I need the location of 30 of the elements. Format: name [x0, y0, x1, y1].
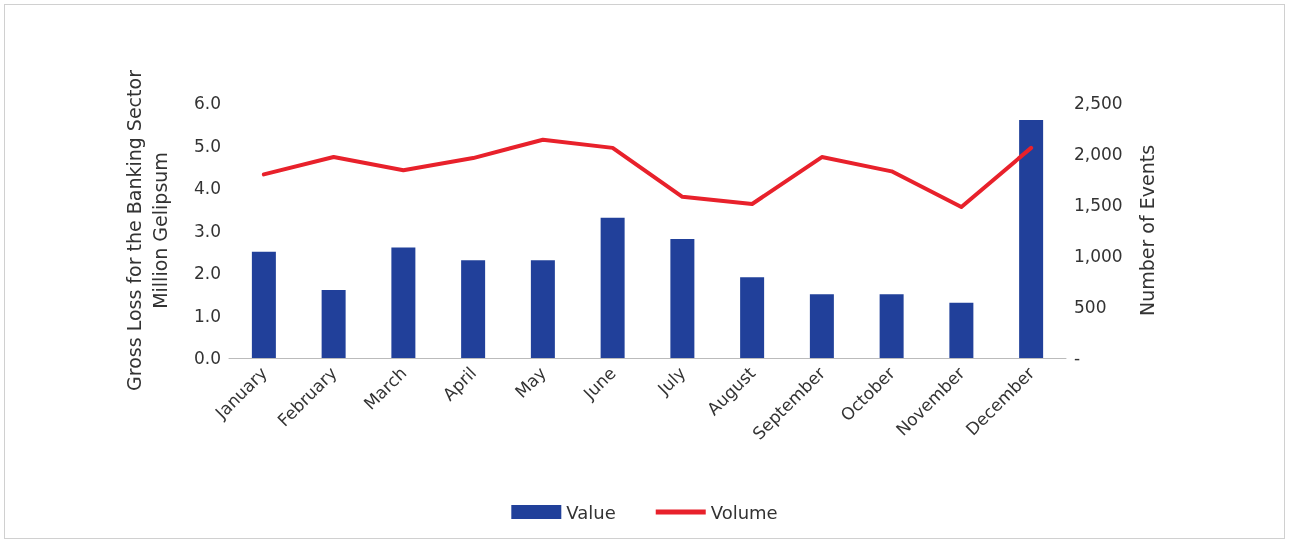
- bar: [740, 277, 765, 358]
- y-tick-label: 1.0: [193, 305, 221, 326]
- y2-tick-label: 2,000: [1074, 144, 1123, 164]
- y-tick-label: 0.0: [193, 348, 221, 368]
- y-tick-label: 4.0: [193, 178, 221, 198]
- y-tick-label: 3.0: [193, 220, 221, 241]
- bar: [251, 251, 276, 358]
- bar: [600, 217, 625, 358]
- bar: [670, 239, 695, 358]
- legend-label: Volume: [710, 501, 778, 523]
- y2-tick-label: -: [1074, 348, 1081, 368]
- bar: [949, 302, 974, 358]
- bar: [530, 260, 555, 358]
- y2-tick-label: 1,500: [1074, 195, 1123, 215]
- bar: [809, 294, 834, 358]
- legend-label: Value: [566, 501, 616, 523]
- y-axis-title: Gross Loss for the Banking Sector Million Gelipsum: [123, 69, 171, 391]
- bar: [461, 260, 486, 358]
- y-tick-label: 5.0: [193, 135, 221, 156]
- bar: [321, 290, 346, 358]
- line-series: [261, 137, 1034, 210]
- bar: [391, 247, 416, 358]
- y-tick-label: 2.0: [193, 263, 221, 283]
- y2-tick-label: 2,500: [1074, 93, 1123, 113]
- y2-tick-label: 500: [1074, 297, 1107, 317]
- y-tick-label: 6.0: [193, 93, 221, 113]
- bar: [879, 294, 904, 358]
- y2-tick-label: 1,000: [1074, 246, 1123, 266]
- y2-axis-title: Number of Events: [1135, 144, 1158, 317]
- bar: [1019, 120, 1044, 358]
